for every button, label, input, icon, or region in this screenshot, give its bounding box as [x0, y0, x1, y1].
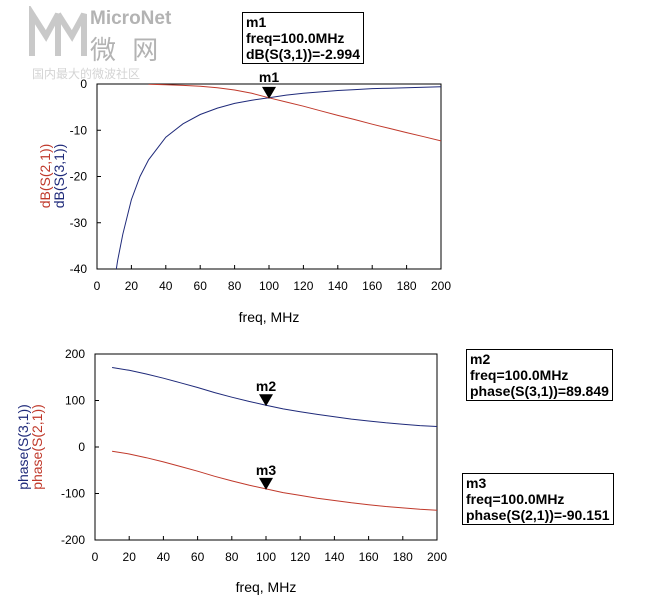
x-tick-label: 60 [194, 279, 208, 293]
x-tick-label: 160 [359, 550, 379, 564]
marker-m2-readout: m2 freq=100.0MHz phase(S(3,1))=89.849 [466, 349, 613, 401]
marker-m1-readout: m1 freq=100.0MHz dB(S(3,1))=-2.994 [242, 12, 364, 64]
watermark-chinese-name: 微 网 [90, 36, 163, 66]
y-tick-label: 100 [65, 394, 85, 408]
y-axis-label-1: dB(S(2,1)) [37, 144, 53, 209]
plot-frame [96, 83, 442, 270]
x-tick-label: 20 [123, 550, 137, 564]
watermark-brand: MicroNet [90, 8, 172, 29]
marker-m2-freq: freq=100.0MHz [470, 367, 569, 383]
y-tick-label: -200 [61, 533, 85, 547]
y-tick-label: -10 [70, 123, 88, 137]
y-axis-label-2: dB(S(3,1)) [51, 144, 67, 209]
x-tick-label: 180 [393, 550, 413, 564]
marker-label: m2 [256, 378, 276, 394]
y-tick-label: 0 [80, 77, 87, 91]
x-tick-label: 40 [157, 550, 171, 564]
plot-frame [94, 353, 438, 541]
marker-m1-name: m1 [246, 14, 267, 30]
marker-m3-value: phase(S(2,1))=-90.151 [466, 507, 610, 523]
y-axis-label-2: phase(S(2,1)) [29, 404, 45, 490]
x-axis-label: freq, MHz [236, 579, 297, 595]
y-axis-label-1: phase(S(3,1)) [15, 404, 31, 490]
marker-m2-value: phase(S(3,1))=89.849 [470, 383, 609, 399]
x-tick-label: 20 [125, 279, 139, 293]
x-tick-label: 0 [92, 550, 99, 564]
marker-label: m1 [259, 69, 279, 85]
marker-m3-name: m3 [466, 475, 487, 491]
x-tick-label: 140 [324, 550, 344, 564]
chart-db: 0 20 40 60 80 100 120 140 160 180 200 0 -10 -20 -30 -40… [37, 69, 451, 325]
series-line [115, 86, 441, 269]
x-tick-label: 120 [290, 550, 310, 564]
micronet-logo [29, 6, 87, 56]
y-tick-label: -40 [70, 262, 88, 276]
x-tick-label: 0 [94, 279, 101, 293]
series-line [112, 367, 437, 427]
marker-m1-value: dB(S(3,1))=-2.994 [246, 46, 360, 62]
series-line [148, 84, 441, 142]
x-tick-label: 160 [362, 279, 382, 293]
y-tick-label: -30 [70, 216, 88, 230]
y-tick-label: 0 [78, 440, 85, 454]
x-tick-label: 140 [328, 279, 348, 293]
chart-phase: 0 20 40 60 80 100 120 140 160 180 200 200 100 0 -100 -2… [15, 347, 447, 595]
x-tick-label: 200 [431, 279, 451, 293]
x-tick-label: 80 [228, 279, 242, 293]
x-axis-label: freq, MHz [239, 309, 300, 325]
x-tick-label: 120 [293, 279, 313, 293]
y-tick-label: -20 [70, 170, 88, 184]
x-tick-label: 100 [259, 279, 279, 293]
series-group [115, 84, 441, 269]
x-tick-label: 100 [256, 550, 276, 564]
marker-m2-name: m2 [470, 351, 491, 367]
series-group [112, 367, 437, 511]
series-line [112, 450, 437, 511]
marker-triangle [259, 477, 273, 490]
x-tick-label: 80 [225, 550, 239, 564]
x-tick-label: 180 [397, 279, 417, 293]
x-tick-label: 60 [191, 550, 205, 564]
marker-m3-readout: m3 freq=100.0MHz phase(S(2,1))=-90.151 [462, 473, 614, 525]
marker-triangle [259, 394, 273, 407]
marker-triangle [262, 86, 276, 99]
y-tick-label: -100 [61, 487, 85, 501]
watermark-tagline: 国内最大的微波社区 [32, 67, 141, 81]
marker-label: m3 [256, 462, 276, 478]
marker-m1-freq: freq=100.0MHz [246, 30, 345, 46]
x-tick-label: 40 [159, 279, 173, 293]
marker-m3-freq: freq=100.0MHz [466, 491, 565, 507]
y-tick-label: 200 [65, 347, 85, 361]
x-tick-label: 200 [427, 550, 447, 564]
